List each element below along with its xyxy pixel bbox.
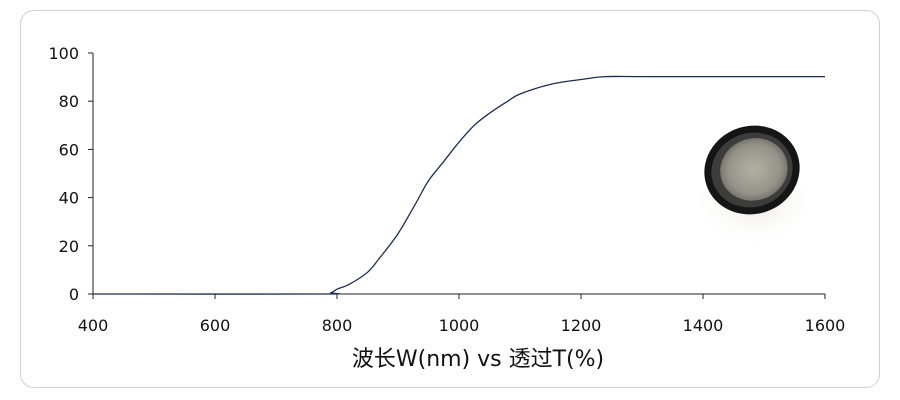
x-tick-label: 1200: [561, 316, 602, 335]
x-tick-label: 400: [78, 316, 109, 335]
x-tick-label: 1400: [683, 316, 724, 335]
y-tick-label: 0: [69, 285, 79, 304]
x-tick-label: 1000: [439, 316, 480, 335]
x-tick-label: 600: [200, 316, 231, 335]
filter-lens-image: [690, 125, 820, 247]
x-axis-title: 波长W(nm) vs 透过T(%): [352, 347, 604, 372]
y-tick-label: 100: [48, 44, 79, 63]
y-tick-label: 80: [59, 92, 79, 111]
ticks: [88, 52, 826, 299]
y-tick-label: 40: [59, 189, 79, 208]
series-layer: [92, 75, 825, 295]
transmission-line: [92, 75, 825, 295]
x-tick-label: 1600: [805, 316, 846, 335]
labels: 0 20 40 60 80 100 400 600 800 1000 1200 1400 1600: [48, 44, 845, 335]
x-tick-label: 800: [322, 316, 353, 335]
y-tick-label: 20: [59, 237, 79, 256]
y-tick-label: 60: [59, 140, 79, 159]
